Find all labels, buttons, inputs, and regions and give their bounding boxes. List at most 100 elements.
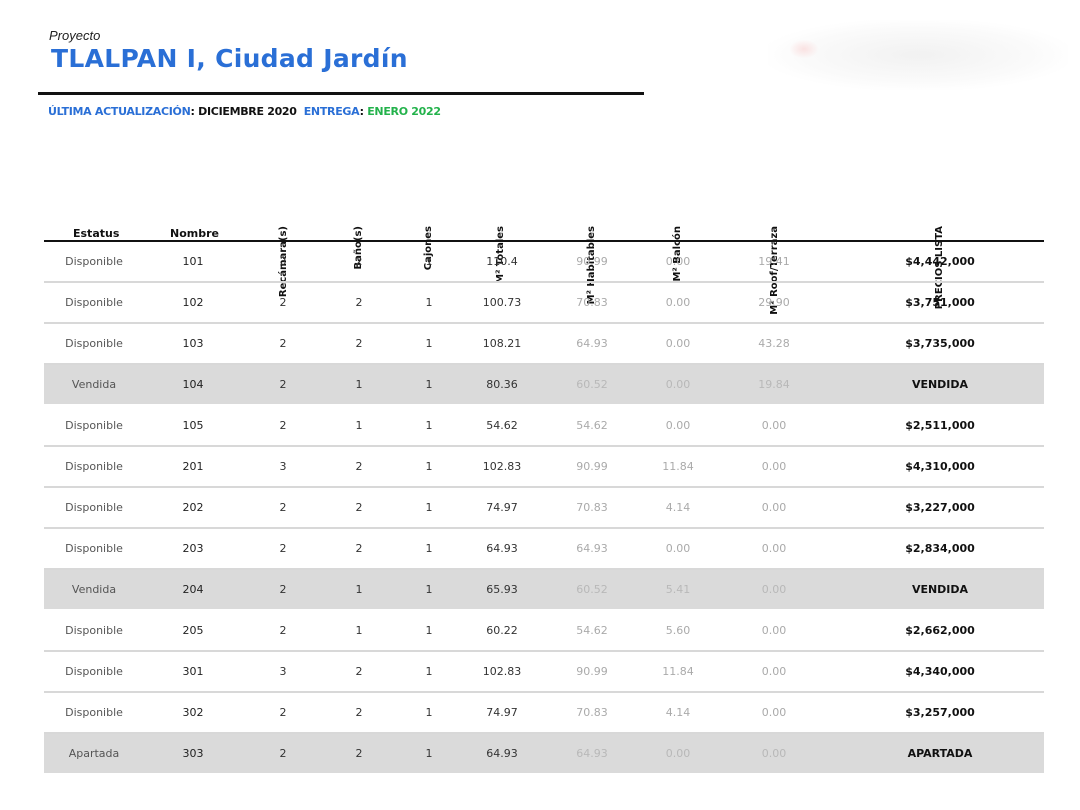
update-separator: :	[190, 105, 199, 118]
cell-m2-totales: 102.83	[482, 665, 522, 678]
cell-m2-roof: 0.00	[761, 706, 787, 719]
header-recamaras: Recámara(s)	[277, 130, 293, 297]
cell-m2-roof: 0.00	[761, 583, 787, 596]
cell-precio: $2,834,000	[905, 542, 975, 555]
cell-m2-balcon: 4.14	[665, 501, 691, 514]
cell-nombre: 202	[182, 501, 204, 514]
cell-precio: $2,662,000	[905, 624, 975, 637]
cell-banos: 1	[355, 624, 363, 637]
cell-cajones: 1	[425, 501, 433, 514]
delivery-separator: :	[359, 105, 368, 118]
cell-m2-balcon: 0.00	[665, 255, 691, 268]
cell-m2-habitables: 90.99	[576, 460, 608, 473]
header-m2-balcon: M² Balcón	[671, 130, 687, 282]
table-row: Disponible 102 2 2 1 100.73 70.83 0.00 29.90 $3,7…	[44, 283, 1044, 324]
cell-banos: 2	[355, 337, 363, 350]
cell-banos: 2	[355, 501, 363, 514]
cell-m2-roof: 0.00	[761, 501, 787, 514]
cell-m2-roof: 0.00	[761, 419, 787, 432]
table-row: Disponible 103 2 2 1 108.21 64.93 0.00 43.28 $3,7…	[44, 324, 1044, 365]
cell-banos: 2	[355, 706, 363, 719]
cell-m2-habitables: 64.93	[576, 337, 608, 350]
cell-recamaras: 2	[279, 624, 287, 637]
cell-m2-roof: 0.00	[761, 624, 787, 637]
cell-precio: $3,227,000	[905, 501, 975, 514]
delivery-date: ENERO 2022	[367, 105, 441, 118]
header-banos: Baño(s)	[352, 130, 368, 269]
cell-nombre: 105	[182, 419, 204, 432]
cell-precio: $3,751,000	[905, 296, 975, 309]
table-row: Disponible 105 2 1 1 54.62 54.62 0.00 0.00 $2,511…	[44, 406, 1044, 447]
cell-banos: 1	[355, 583, 363, 596]
cell-estatus: Disponible	[65, 296, 123, 309]
cell-banos: 2	[355, 542, 363, 555]
cell-cajones: 1	[425, 255, 433, 268]
cell-precio: $4,340,000	[905, 665, 975, 678]
header-m2-habitables: M² Habitables	[585, 130, 601, 304]
update-date: DICIEMBRE 2020	[198, 105, 297, 118]
cell-m2-totales: 64.93	[486, 542, 518, 555]
cell-recamaras: 2	[279, 296, 287, 309]
cell-estatus: Disponible	[65, 460, 123, 473]
header-m2-roof: M² Roof/Terraza	[768, 130, 784, 315]
cell-recamaras: 2	[279, 583, 287, 596]
cell-recamaras: 2	[279, 706, 287, 719]
cell-nombre: 104	[182, 378, 204, 391]
cell-m2-habitables: 90.99	[576, 665, 608, 678]
cell-m2-balcon: 4.14	[665, 706, 691, 719]
cell-cajones: 1	[425, 296, 433, 309]
cell-m2-totales: 60.22	[486, 624, 518, 637]
cell-m2-totales: 102.83	[482, 460, 522, 473]
cell-nombre: 303	[182, 747, 204, 760]
cell-recamaras: 3	[279, 255, 287, 268]
table-row: Apartada 303 2 2 1 64.93 64.93 0.00 0.00 APARTADA	[44, 734, 1044, 775]
cell-estatus: Disponible	[65, 542, 123, 555]
cell-cajones: 1	[425, 583, 433, 596]
cell-m2-roof: 0.00	[761, 460, 787, 473]
cell-cajones: 1	[425, 542, 433, 555]
cell-m2-roof: 29.90	[758, 296, 790, 309]
project-label: Proyecto	[49, 28, 101, 43]
cell-estatus: Disponible	[65, 706, 123, 719]
cell-m2-habitables: 64.93	[576, 747, 608, 760]
cell-recamaras: 3	[279, 665, 287, 678]
cell-recamaras: 2	[279, 419, 287, 432]
header-estatus: Estatus	[73, 227, 120, 240]
cell-nombre: 101	[182, 255, 204, 268]
cell-cajones: 1	[425, 419, 433, 432]
redacted-smudge	[768, 20, 1068, 90]
cell-precio: VENDIDA	[911, 378, 969, 391]
header-divider	[44, 240, 1044, 242]
cell-precio: $4,310,000	[905, 460, 975, 473]
cell-m2-totales: 74.97	[486, 501, 518, 514]
cell-recamaras: 3	[279, 460, 287, 473]
cell-nombre: 301	[182, 665, 204, 678]
header-m2-totales: M² Totales	[494, 130, 510, 284]
cell-m2-balcon: 0.00	[665, 296, 691, 309]
cell-m2-totales: 65.93	[486, 583, 518, 596]
update-line: ÚLTIMA ACTUALIZACIÓN: DICIEMBRE 2020 ENT…	[48, 105, 441, 118]
cell-m2-balcon: 0.00	[665, 378, 691, 391]
cell-banos: 1	[355, 419, 363, 432]
cell-banos: 2	[355, 255, 363, 268]
cell-estatus: Vendida	[71, 378, 117, 391]
cell-cajones: 1	[425, 665, 433, 678]
cell-m2-totales: 108.21	[482, 337, 522, 350]
delivery-label: ENTREGA	[303, 105, 360, 118]
cell-banos: 2	[355, 747, 363, 760]
cell-m2-balcon: 0.00	[665, 337, 691, 350]
cell-m2-totales: 100.73	[482, 296, 522, 309]
cell-banos: 1	[355, 378, 363, 391]
table-row: Disponible 302 2 2 1 74.97 70.83 4.14 0.00 $3,257…	[44, 693, 1044, 734]
cell-recamaras: 2	[279, 378, 287, 391]
cell-m2-habitables: 70.83	[576, 296, 608, 309]
cell-m2-habitables: 70.83	[576, 501, 608, 514]
cell-nombre: 102	[182, 296, 204, 309]
cell-m2-totales: 80.36	[486, 378, 518, 391]
table-row: Disponible 205 2 1 1 60.22 54.62 5.60 0.00 $2,662…	[44, 611, 1044, 652]
cell-m2-balcon: 0.00	[665, 542, 691, 555]
cell-recamaras: 2	[279, 542, 287, 555]
cell-nombre: 103	[182, 337, 204, 350]
table-header: Estatus Nombre Recámara(s) Baño(s) Cajon…	[44, 130, 1044, 315]
table-row: Disponible 203 2 2 1 64.93 64.93 0.00 0.00 $2,834…	[44, 529, 1044, 570]
